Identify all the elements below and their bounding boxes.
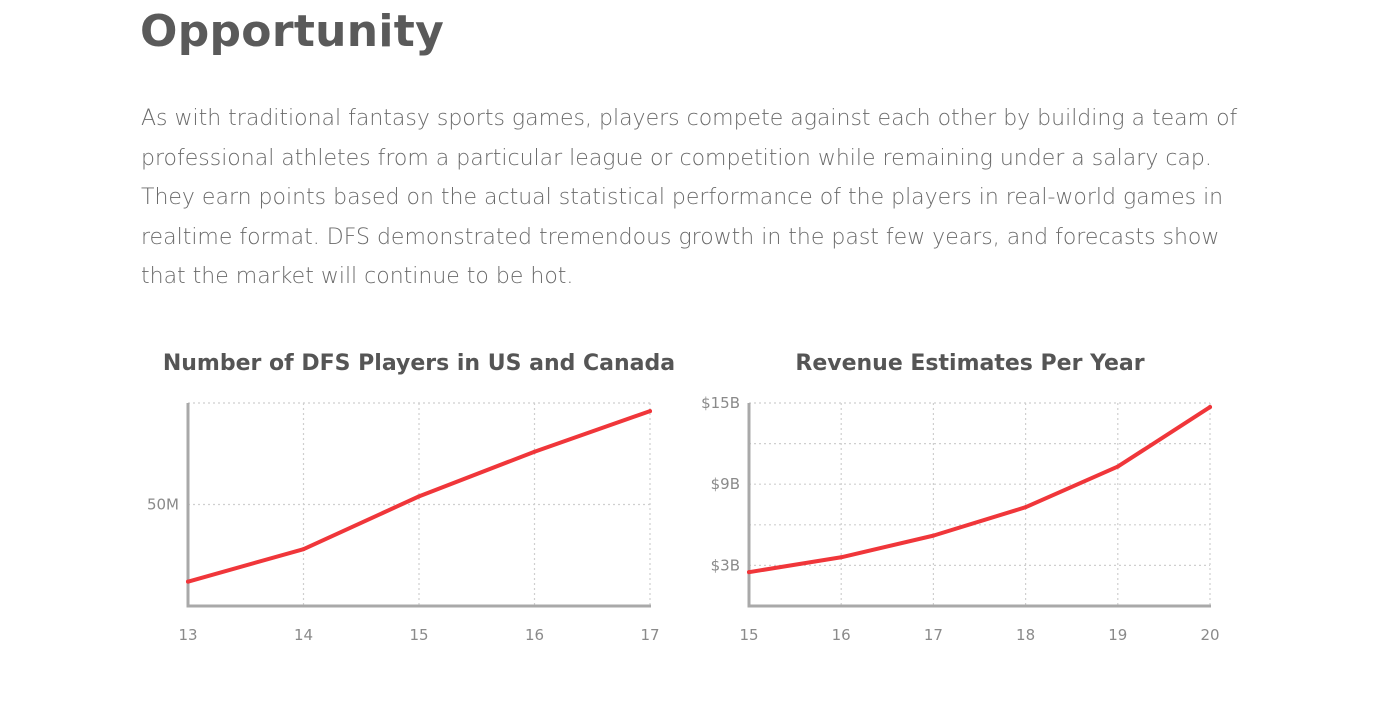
x-tick-label: 16	[525, 626, 544, 644]
y-tick-label: 50M	[147, 496, 179, 514]
chart-dfs-players: Number of DFS Players in US and Canada 13…	[147, 351, 675, 644]
data-point	[839, 555, 844, 560]
x-tick-label: 16	[832, 626, 851, 644]
y-tick-label: $15B	[701, 394, 740, 412]
data-point	[747, 570, 751, 575]
x-tick-label: 17	[640, 626, 659, 644]
data-point	[301, 547, 306, 552]
data-point	[1115, 464, 1120, 469]
data-point	[1208, 405, 1212, 410]
x-tick-label: 19	[1108, 626, 1127, 644]
page-title: Opportunity	[140, 6, 445, 57]
data-point	[648, 409, 652, 414]
series-line	[747, 405, 1212, 575]
data-point	[417, 494, 421, 499]
data-point	[1023, 505, 1028, 510]
intro-paragraph: As with traditional fantasy sports games…	[141, 106, 1238, 289]
y-tick-label: $3B	[711, 556, 740, 574]
x-tick-label: 15	[739, 626, 758, 644]
x-tick-label: 18	[1016, 626, 1035, 644]
chart-revenue-estimates: Revenue Estimates Per Year 15 16 17 18 19 20 $3…	[701, 351, 1219, 644]
data-point	[532, 449, 537, 454]
x-tick-label: 20	[1200, 626, 1219, 644]
x-tick-label: 15	[409, 626, 428, 644]
chart-title: Number of DFS Players in US and Canada	[163, 351, 675, 376]
chart-title: Revenue Estimates Per Year	[795, 351, 1144, 376]
x-tick-label: 17	[924, 626, 943, 644]
data-point	[931, 533, 936, 538]
y-tick-label: $9B	[711, 475, 740, 493]
x-tick-label: 14	[294, 626, 313, 644]
x-tick-label: 13	[178, 626, 197, 644]
data-point	[186, 579, 190, 584]
